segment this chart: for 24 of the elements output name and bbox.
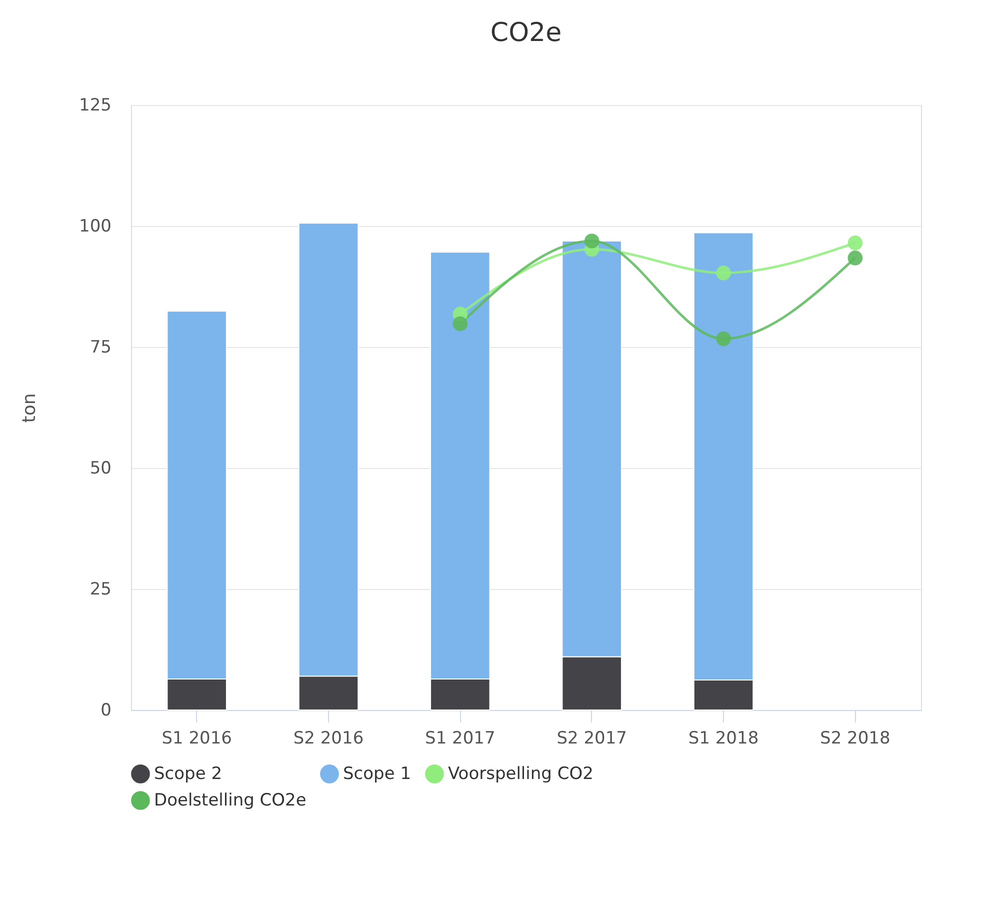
x-tick-label: S2 2017 xyxy=(556,728,627,748)
legend-label: Scope 1 xyxy=(343,764,412,784)
legend-label: Scope 2 xyxy=(154,764,222,784)
point xyxy=(716,266,731,280)
x-tick-label: S2 2018 xyxy=(820,728,890,748)
x-tick-label: S1 2016 xyxy=(162,728,232,748)
y-tick-label: 50 xyxy=(90,458,112,478)
point xyxy=(452,316,468,332)
y-axis-title: ton xyxy=(19,393,40,423)
chart-title: CO2e xyxy=(490,18,562,48)
point xyxy=(716,331,731,346)
x-tick-label: S1 2018 xyxy=(688,728,759,748)
x-tick-label: S2 2016 xyxy=(293,728,364,748)
y-tick-label: 25 xyxy=(90,580,112,600)
x-tick-label: S1 2017 xyxy=(425,728,496,748)
legend-label: Doelstelling CO2e xyxy=(154,790,306,810)
point xyxy=(584,234,600,248)
point xyxy=(848,236,863,250)
legend-label: Voorspelling CO2 xyxy=(448,764,594,784)
y-tick-label: 75 xyxy=(90,338,112,358)
y-tick-label: 100 xyxy=(79,216,112,236)
point xyxy=(848,250,863,266)
y-tick-label: 125 xyxy=(79,96,112,116)
y-tick-label: 0 xyxy=(100,700,112,720)
